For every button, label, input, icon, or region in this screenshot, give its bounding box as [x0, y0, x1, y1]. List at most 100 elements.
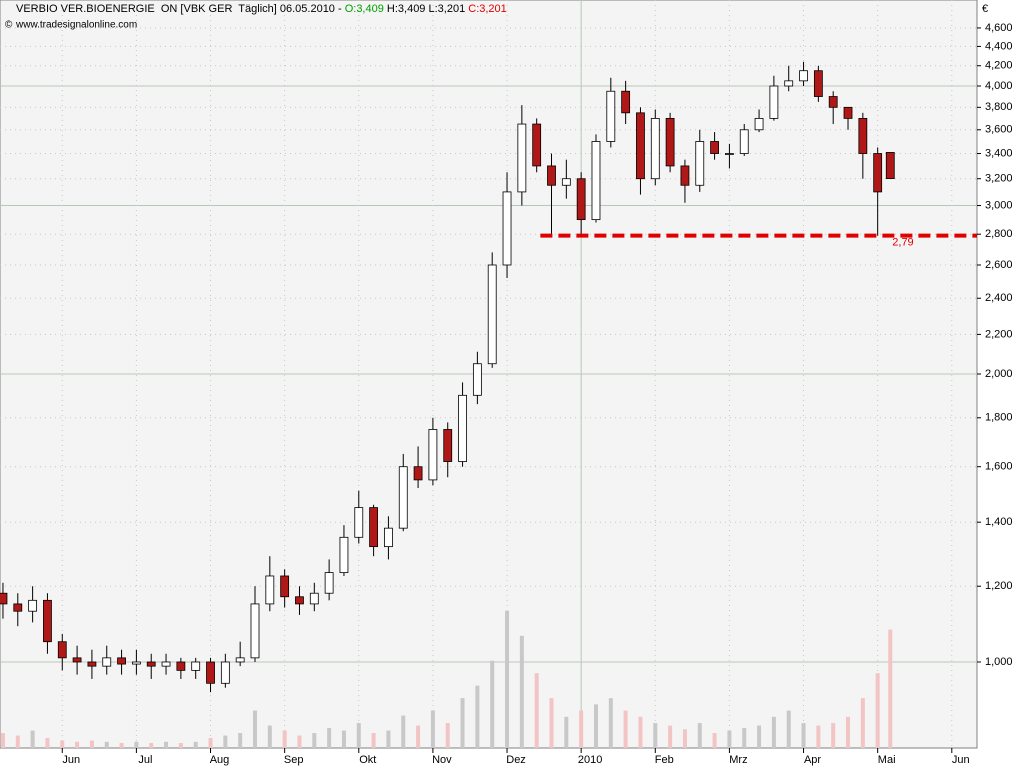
y-tick-label: 3,400: [985, 147, 1013, 159]
volume-bar: [727, 730, 732, 748]
volume-bar: [638, 716, 643, 748]
y-tick-label: 2,600: [985, 259, 1013, 271]
candle-body: [858, 118, 868, 154]
x-tick-label: Apr: [804, 754, 821, 766]
volume-bar: [164, 741, 169, 748]
volume-bar: [193, 741, 198, 748]
candle-body: [191, 661, 201, 671]
volume-bar: [45, 738, 50, 748]
candle-body: [57, 641, 67, 659]
volume-bar: [178, 743, 183, 748]
chart-title: VERBIO VER.BIOENERGIE ON [VBK GER Täglic…: [16, 3, 507, 15]
candle-body: [295, 596, 304, 605]
volume-bar: [888, 629, 893, 748]
y-tick-label: 3,000: [985, 199, 1013, 211]
y-tick-label: 1,200: [985, 580, 1013, 592]
candle-body: [309, 592, 319, 605]
volume-bar: [490, 660, 495, 748]
volume-bar: [831, 723, 836, 748]
candle-body: [117, 657, 126, 665]
candle-body: [725, 153, 734, 155]
y-tick-label: 2,200: [985, 328, 1013, 340]
volume-bar: [534, 673, 539, 748]
x-tick-label: Mai: [878, 754, 896, 766]
volume-bar: [312, 733, 317, 748]
candle-body: [873, 153, 883, 193]
volume-bar: [371, 733, 376, 748]
candle-body: [0, 592, 8, 605]
candle-body: [354, 507, 364, 538]
volume-bar: [238, 733, 243, 748]
candle-body: [591, 141, 601, 221]
candle-body: [131, 661, 141, 665]
y-tick-label: 3,600: [985, 124, 1013, 136]
candle-body: [369, 507, 379, 548]
candle-body: [28, 599, 38, 612]
candle-body: [606, 90, 616, 142]
volume-bar: [252, 710, 257, 748]
candle-body: [799, 70, 808, 82]
volume-bar: [564, 716, 569, 748]
candle-body: [235, 657, 245, 663]
title-part: O:3,409: [345, 3, 384, 15]
volume-bar: [327, 728, 332, 748]
volume-bar: [119, 743, 124, 748]
y-tick-label: 1,800: [985, 412, 1013, 424]
candle-body: [885, 152, 895, 179]
volume-bar: [460, 698, 465, 748]
candle-body: [72, 657, 82, 663]
volume-bar: [0, 733, 5, 748]
volume-bar: [149, 743, 154, 748]
x-tick-label: Jun: [952, 754, 970, 766]
y-tick-label: 2,400: [985, 292, 1013, 304]
volume-bar: [89, 740, 94, 748]
candle-body: [547, 165, 556, 186]
volume-bar: [579, 710, 584, 748]
volume-bar: [549, 698, 554, 748]
candle-body: [250, 603, 260, 659]
candle-body: [665, 118, 675, 167]
volume-bar: [475, 685, 480, 748]
candle-body: [102, 657, 112, 667]
candle-body: [161, 661, 171, 667]
candle-body: [650, 118, 660, 180]
candle-body: [710, 141, 719, 154]
volume-bar: [875, 673, 880, 748]
candle-body: [428, 429, 438, 481]
x-tick-label: Mrz: [729, 754, 747, 766]
volume-bar: [15, 735, 20, 748]
candle-body: [502, 191, 512, 266]
volume-bar: [104, 741, 109, 748]
x-tick-label: 2010: [578, 754, 602, 766]
title-part: VERBIO VER.BIOENERGIE ON [VBK GER Täglic…: [16, 3, 345, 15]
candle-body: [828, 96, 838, 108]
volume-bar: [356, 723, 361, 748]
volume-bar: [668, 725, 673, 748]
candles: [0, 61, 895, 693]
volume-bar: [223, 735, 228, 748]
volume-bar: [742, 728, 747, 748]
volume-bar: [771, 716, 776, 748]
x-tick-label: Okt: [359, 754, 376, 766]
overlay: 2,79: [540, 233, 977, 249]
candle-body: [843, 106, 853, 119]
candle-body: [695, 141, 705, 186]
volume-bar: [682, 729, 687, 748]
y-tick-label: 4,000: [985, 80, 1013, 92]
candle-body: [43, 599, 52, 643]
volume-bar: [445, 723, 450, 748]
candle-body: [176, 661, 186, 671]
source: www.tradesignalonline.com: [15, 20, 137, 31]
candle-body: [324, 572, 334, 594]
volume: [0, 610, 893, 748]
candle-body: [561, 178, 571, 186]
volume-bar: [860, 698, 865, 748]
volume-bar: [697, 723, 702, 748]
currency: €: [982, 3, 988, 15]
candle-body: [280, 575, 290, 598]
candle-body: [813, 70, 823, 97]
y-tick-label: 3,200: [985, 173, 1013, 185]
title-part: H:3,409 L:3,201: [384, 3, 468, 15]
y-tick-label: 4,600: [985, 22, 1013, 34]
